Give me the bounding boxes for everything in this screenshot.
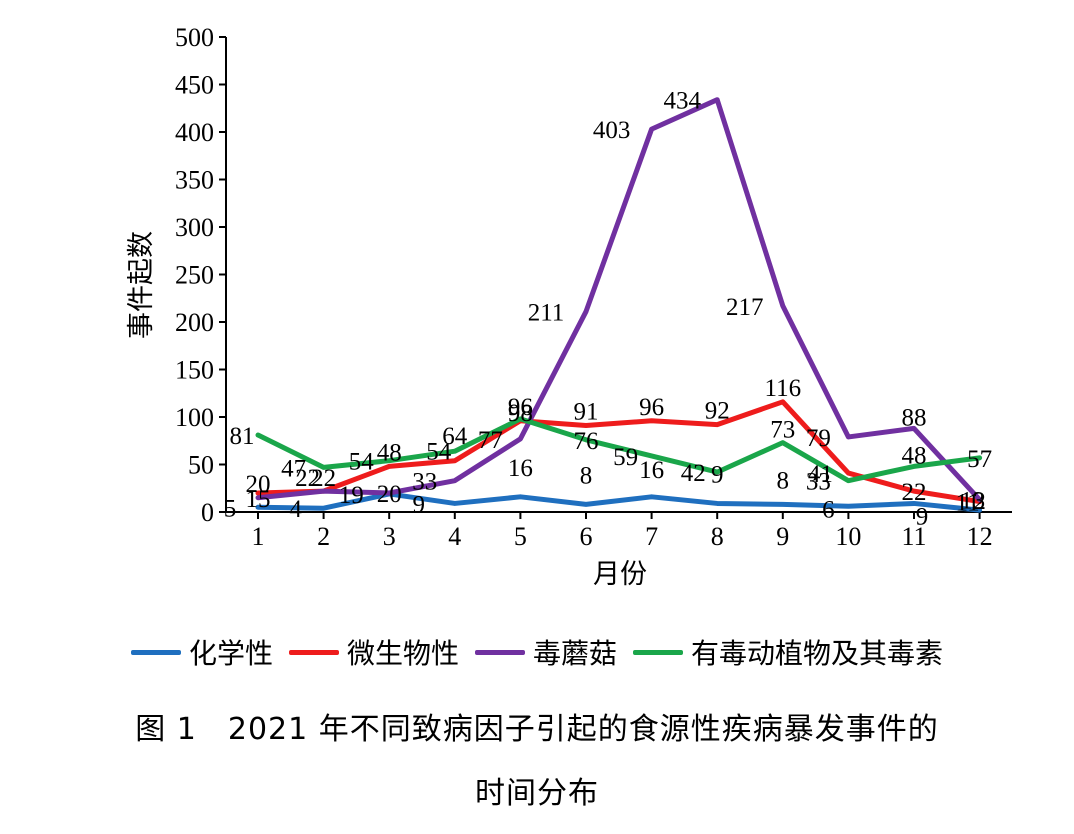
x-tick-label: 9 [776, 522, 789, 551]
y-tick-label: 200 [175, 308, 214, 337]
data-label: 22 [902, 479, 927, 506]
y-tick-label: 0 [201, 498, 214, 527]
data-label: 13 [960, 488, 985, 515]
x-axis-title: 月份 [593, 559, 647, 590]
x-tick-label: 12 [967, 522, 993, 551]
legend-swatch [475, 649, 525, 655]
data-label: 59 [613, 444, 638, 471]
data-label: 217 [726, 294, 764, 321]
data-label: 92 [705, 398, 730, 425]
data-label: 8 [580, 462, 593, 489]
x-tick-label: 2 [317, 522, 330, 551]
series-line-toxic-plants-animals [255, 416, 983, 484]
data-label: 77 [478, 427, 503, 454]
data-label: 64 [442, 423, 468, 450]
data-label: 116 [765, 375, 802, 402]
y-tick-label: 450 [175, 71, 214, 100]
data-label: 4 [289, 496, 302, 523]
legend-swatch [633, 649, 684, 655]
data-label: 57 [967, 446, 992, 473]
legend: 化学性 微生物性 毒蘑菇 有毒动植物及其毒素 [0, 632, 1074, 672]
series-line-mushroom [255, 97, 983, 503]
y-tick-label: 150 [175, 356, 214, 385]
data-label: 76 [574, 428, 599, 455]
legend-swatch [288, 649, 339, 655]
y-tick-label: 50 [188, 451, 214, 480]
legend-label: 化学性 [188, 637, 273, 670]
data-label: 48 [902, 442, 927, 469]
x-tick-label: 4 [448, 522, 461, 551]
data-label: 54 [349, 449, 375, 476]
data-label: 9 [916, 503, 929, 530]
legend-item-chemical: 化学性 [130, 632, 273, 672]
data-label: 6 [822, 496, 835, 523]
y-tick-label: 100 [175, 403, 214, 432]
data-label: 54 [426, 439, 452, 466]
x-axis: 1 2 3 4 5 6 7 8 9 10 11 12 [226, 511, 1012, 551]
data-label: 16 [508, 455, 533, 482]
data-label: 434 [663, 88, 701, 115]
data-label: 16 [639, 457, 664, 484]
data-label: 20 [377, 481, 402, 508]
data-label: 73 [770, 417, 795, 444]
data-label: 5 [224, 495, 237, 522]
data-label: 79 [806, 425, 831, 452]
data-label: 8 [777, 467, 790, 494]
data-label: 47 [281, 455, 306, 482]
x-tick-label: 3 [383, 522, 396, 551]
y-axis-title: 事件起数 [126, 231, 157, 339]
y-tick-label: 300 [175, 213, 214, 242]
y-tick-label: 350 [175, 166, 214, 195]
x-tick-label: 11 [901, 522, 926, 551]
data-label: 42 [681, 460, 706, 487]
data-label: 19 [339, 482, 364, 509]
series-line-chemical [255, 491, 983, 513]
x-tick-label: 5 [514, 522, 527, 551]
legend-label: 有毒动植物及其毒素 [691, 637, 944, 670]
data-label: 91 [574, 399, 599, 426]
legend-item-mushroom: 毒蘑菇 [475, 632, 617, 672]
y-axis: 0 50 100 150 200 250 300 350 400 450 500 [175, 23, 227, 527]
data-label: 96 [508, 394, 533, 421]
data-label: 33 [412, 469, 437, 496]
data-label: 211 [528, 300, 565, 327]
data-label: 22 [295, 465, 320, 492]
legend-item-microbial: 微生物性 [288, 632, 459, 672]
data-label: 15 [246, 486, 271, 513]
y-tick-label: 250 [175, 261, 214, 290]
y-tick-label: 400 [175, 118, 214, 147]
x-tick-label: 10 [835, 522, 861, 551]
legend-label: 毒蘑菇 [533, 637, 618, 670]
data-label: 403 [593, 117, 631, 144]
legend-item-toxic-plants-animals: 有毒动植物及其毒素 [633, 632, 943, 672]
data-label: 81 [230, 423, 255, 450]
data-label: 88 [902, 404, 927, 431]
data-label: 22 [311, 465, 336, 492]
data-label: 33 [806, 469, 831, 496]
data-label: 9 [413, 491, 426, 518]
y-tick-label: 500 [175, 23, 214, 52]
data-label: 20 [246, 471, 271, 498]
series-lines [255, 97, 983, 513]
x-tick-label: 6 [580, 522, 593, 551]
x-tick-label: 7 [645, 522, 658, 551]
figure-caption: 图 1 2021 年不同致病因子引起的食源性疾病暴发事件的 [135, 712, 939, 747]
data-label: 98 [508, 400, 533, 427]
data-label: 2 [973, 488, 986, 515]
legend-label: 微生物性 [346, 637, 459, 670]
data-label: 9 [711, 461, 724, 488]
legend-swatch [130, 649, 181, 655]
data-label: 96 [639, 394, 664, 421]
x-tick-label: 8 [711, 522, 724, 551]
data-label: 48 [377, 439, 402, 466]
data-label: 11 [956, 490, 980, 517]
x-tick-label: 1 [252, 522, 265, 551]
data-label: 41 [808, 461, 833, 488]
figure-caption-continued: 时间分布 [475, 776, 599, 811]
